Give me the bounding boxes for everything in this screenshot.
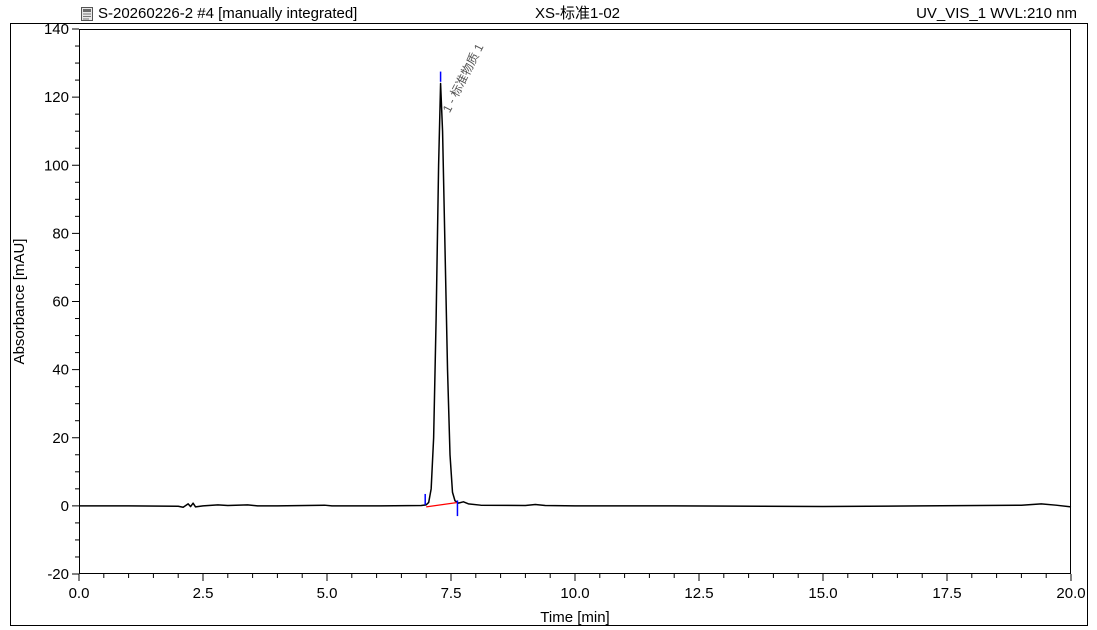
x-tick-label: 12.5 xyxy=(684,585,713,602)
x-tick-label: 17.5 xyxy=(932,585,961,602)
channel-label: UV_VIS_1 WVL:210 nm xyxy=(916,5,1077,22)
y-tick-label: 100 xyxy=(44,157,69,174)
y-tick-label: 20 xyxy=(52,430,69,447)
chromatogram-trace xyxy=(79,82,1072,508)
x-tick-label: 10.0 xyxy=(560,585,589,602)
peak-label: 1 - 标准物质 1 xyxy=(440,41,487,115)
y-tick-label: 60 xyxy=(52,294,69,311)
panel-frame xyxy=(10,23,1088,626)
x-tick-label: 7.5 xyxy=(441,585,462,602)
y-tick-label: 0 xyxy=(61,498,69,515)
y-tick-label: 120 xyxy=(44,89,69,106)
x-tick-label: 15.0 xyxy=(808,585,837,602)
x-tick-label: 0.0 xyxy=(69,585,90,602)
injection-name-label: XS-标准1-02 xyxy=(535,5,621,22)
y-tick-label: -20 xyxy=(47,566,69,583)
y-tick-label: 80 xyxy=(52,225,69,242)
x-tick-label: 5.0 xyxy=(317,585,338,602)
y-tick-label: 140 xyxy=(44,21,69,38)
sample-name-label: S-20260226-2 #4 [manually integrated] xyxy=(98,5,358,22)
x-tick-label: 20.0 xyxy=(1056,585,1085,602)
x-axis-title: Time [min] xyxy=(540,609,609,626)
x-tick-label: 2.5 xyxy=(193,585,214,602)
y-tick-label: 40 xyxy=(52,362,69,379)
sequence-doc-icon xyxy=(81,7,93,21)
plot-area-border xyxy=(79,29,1071,574)
y-axis-title: Absorbance [mAU] xyxy=(11,239,28,365)
integration-baseline xyxy=(426,501,458,508)
